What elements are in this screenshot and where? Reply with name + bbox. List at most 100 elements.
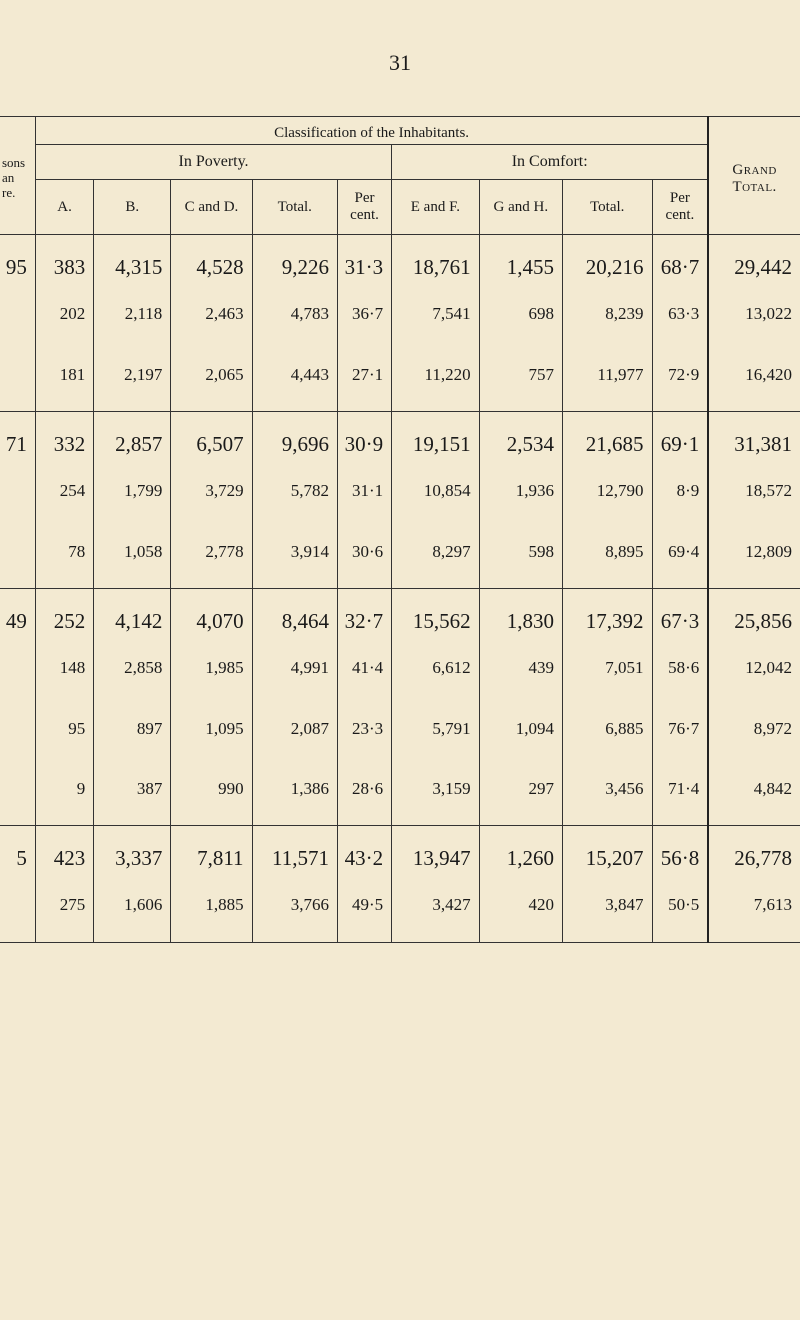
cell-Grand: 26,778 (708, 826, 800, 886)
cell-EandF: 3,159 (392, 765, 480, 826)
cell-Pct1: 30·6 (337, 528, 391, 589)
cell-Grand: 31,381 (708, 411, 800, 471)
cell-Pct2: 71·4 (652, 765, 708, 826)
cell-Pct1: 31·3 (337, 235, 391, 295)
table-row: 781,0582,7783,91430·68,2975988,89569·412… (0, 528, 800, 589)
cell-Pct2: 67·3 (652, 588, 708, 648)
cell-Pct1: 27·1 (337, 351, 391, 412)
cell-Total1: 8,464 (252, 588, 337, 648)
cell-EandF: 15,562 (392, 588, 480, 648)
cell-Total2: 6,885 (562, 705, 652, 765)
cell-Grand: 12,042 (708, 648, 800, 704)
cell-GandH: 439 (479, 648, 562, 704)
cell-CandD: 990 (171, 765, 252, 826)
cell-CandD: 2,778 (171, 528, 252, 589)
cell-GandH: 420 (479, 885, 562, 942)
table-row: 93879901,38628·63,1592973,45671·44,842 (0, 765, 800, 826)
cell-Pct1: 41·4 (337, 648, 391, 704)
cell-Total2: 20,216 (562, 235, 652, 295)
cell-Pct1: 23·3 (337, 705, 391, 765)
cell-CandD: 2,463 (171, 294, 252, 350)
cell-Total1: 1,386 (252, 765, 337, 826)
stub-cell: 49 (0, 588, 35, 648)
stub-line-0: sons (2, 155, 25, 170)
cell-Total2: 21,685 (562, 411, 652, 471)
table-row: 1482,8581,9854,99141·46,6124397,05158·61… (0, 648, 800, 704)
cell-Pct2: 50·5 (652, 885, 708, 942)
col-Total2: Total. (562, 180, 652, 235)
cell-Total2: 15,207 (562, 826, 652, 886)
cell-Total2: 3,456 (562, 765, 652, 826)
cell-GandH: 1,260 (479, 826, 562, 886)
cell-GandH: 297 (479, 765, 562, 826)
stub-cell (0, 765, 35, 826)
cell-A: 383 (35, 235, 93, 295)
cell-CandD: 7,811 (171, 826, 252, 886)
stub-cell (0, 471, 35, 527)
cell-Total2: 3,847 (562, 885, 652, 942)
table-row: 713322,8576,5079,69630·919,1512,53421,68… (0, 411, 800, 471)
grand-total-header: Grand Total. (708, 117, 800, 235)
cell-Grand: 7,613 (708, 885, 800, 942)
cell-Pct2: 76·7 (652, 705, 708, 765)
cell-A: 332 (35, 411, 93, 471)
cell-Pct2: 56·8 (652, 826, 708, 886)
cell-B: 1,606 (94, 885, 171, 942)
cell-A: 252 (35, 588, 93, 648)
stub-line-2: re. (2, 185, 15, 200)
cell-GandH: 2,534 (479, 411, 562, 471)
cell-Pct1: 43·2 (337, 826, 391, 886)
cell-EandF: 13,947 (392, 826, 480, 886)
table-row: 2541,7993,7295,78231·110,8541,93612,7908… (0, 471, 800, 527)
cell-A: 148 (35, 648, 93, 704)
cell-Total2: 8,239 (562, 294, 652, 350)
cell-Pct1: 28·6 (337, 765, 391, 826)
cell-EandF: 6,612 (392, 648, 480, 704)
stub-cell (0, 351, 35, 412)
stub-cell: 95 (0, 235, 35, 295)
cell-A: 254 (35, 471, 93, 527)
cell-B: 4,315 (94, 235, 171, 295)
cell-Total1: 2,087 (252, 705, 337, 765)
cell-B: 1,799 (94, 471, 171, 527)
col-A: A. (35, 180, 93, 235)
cell-Total2: 11,977 (562, 351, 652, 412)
cell-Pct2: 72·9 (652, 351, 708, 412)
table-row: 958971,0952,08723·35,7911,0946,88576·78,… (0, 705, 800, 765)
cell-GandH: 698 (479, 294, 562, 350)
cell-B: 2,857 (94, 411, 171, 471)
cell-EandF: 10,854 (392, 471, 480, 527)
left-stub-header: sons an re. (0, 117, 35, 235)
cell-A: 202 (35, 294, 93, 350)
cell-GandH: 757 (479, 351, 562, 412)
cell-Grand: 4,842 (708, 765, 800, 826)
cell-Pct2: 69·4 (652, 528, 708, 589)
cell-Pct2: 8·9 (652, 471, 708, 527)
cell-A: 9 (35, 765, 93, 826)
cell-Total1: 11,571 (252, 826, 337, 886)
table-row: 953834,3154,5289,22631·318,7611,45520,21… (0, 235, 800, 295)
cell-EandF: 5,791 (392, 705, 480, 765)
cell-CandD: 1,885 (171, 885, 252, 942)
cell-Pct1: 32·7 (337, 588, 391, 648)
cell-Pct1: 30·9 (337, 411, 391, 471)
cell-Total1: 9,696 (252, 411, 337, 471)
cell-Total2: 7,051 (562, 648, 652, 704)
table-row: 2022,1182,4634,78336·77,5416988,23963·31… (0, 294, 800, 350)
cell-EandF: 3,427 (392, 885, 480, 942)
cell-Total1: 4,443 (252, 351, 337, 412)
cell-Pct2: 63·3 (652, 294, 708, 350)
cell-B: 2,118 (94, 294, 171, 350)
table-row: 2751,6061,8853,76649·53,4274203,84750·57… (0, 885, 800, 942)
cell-B: 387 (94, 765, 171, 826)
bottom-rule (0, 942, 800, 943)
stub-cell: 71 (0, 411, 35, 471)
cell-GandH: 1,830 (479, 588, 562, 648)
table-row: 1812,1972,0654,44327·111,22075711,97772·… (0, 351, 800, 412)
cell-CandD: 1,985 (171, 648, 252, 704)
cell-Grand: 16,420 (708, 351, 800, 412)
cell-GandH: 1,094 (479, 705, 562, 765)
stub-line-1: an (2, 170, 14, 185)
cell-A: 181 (35, 351, 93, 412)
cell-Total1: 4,991 (252, 648, 337, 704)
